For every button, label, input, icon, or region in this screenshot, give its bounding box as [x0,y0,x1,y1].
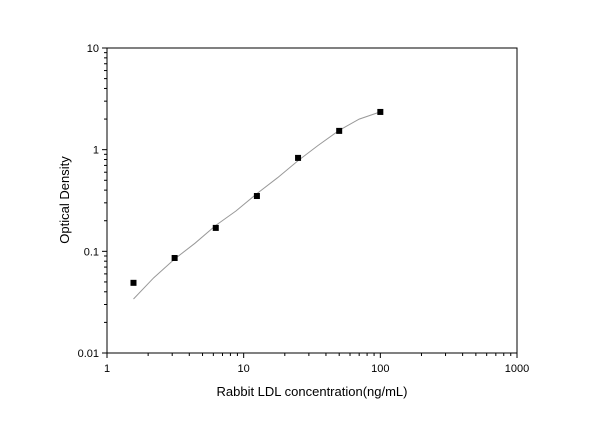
data-point [377,108,384,115]
data-point [212,224,219,231]
y-tick-label: 10 [87,43,99,55]
plot-frame [106,47,518,354]
data-point [171,254,178,261]
data-point [253,193,260,200]
y-tick-label: 0.1 [84,246,99,258]
y-tick-label: 1 [93,145,99,157]
x-tick-label: 100 [371,363,389,375]
fitted-curve [133,111,381,300]
y-tick-label: 0.01 [78,348,99,360]
y-axis-label: Optical Density [57,156,72,244]
x-tick-label: 10 [238,363,250,375]
data-point [336,127,343,134]
x-axis: 1 10 100 1000 [104,353,529,375]
x-axis-label: Rabbit LDL concentration(ng/mL) [216,384,407,399]
y-axis: 0.01 0.1 1 10 [78,43,107,360]
data-point [295,154,302,161]
data-point [130,279,137,286]
x-tick-label: 1 [104,363,110,375]
x-tick-label: 1000 [505,363,529,375]
data-points [130,108,384,286]
